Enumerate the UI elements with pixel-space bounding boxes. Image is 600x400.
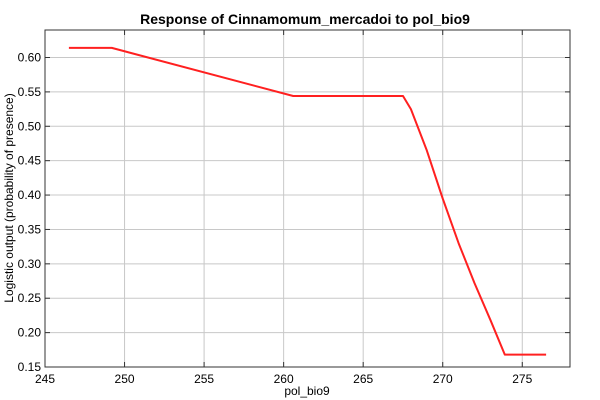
y-tick-label: 0.35	[18, 222, 42, 236]
grid-layer	[44, 30, 570, 368]
y-tick-label: 0.55	[18, 85, 42, 99]
y-axis-label: Logistic output (probability of presence…	[2, 93, 16, 302]
y-tick-label: 0.45	[18, 154, 42, 168]
x-tick-label: 275	[512, 372, 532, 386]
response-curve	[68, 46, 547, 356]
tick-layer: 245 250 255 260 265 270 275 0.15 0.20 0.25 0.30 0.3…	[18, 30, 570, 386]
y-tick-label: 0.60	[18, 51, 42, 65]
chart-title: Response of Cinnamomum_mercadoi to pol_b…	[140, 11, 470, 27]
x-tick-label: 260	[274, 372, 294, 386]
y-tick-label: 0.50	[18, 119, 42, 133]
y-tick-label: 0.20	[18, 326, 42, 340]
x-tick-label: 250	[115, 372, 135, 386]
series-layer	[68, 46, 547, 356]
plot-frame	[44, 29, 571, 368]
y-tick-label: 0.25	[18, 291, 42, 305]
y-tick-label: 0.15	[18, 360, 42, 374]
y-tick-label: 0.40	[18, 188, 42, 202]
x-tick-label: 265	[353, 372, 373, 386]
x-tick-label: 245	[35, 372, 55, 386]
y-tick-label: 0.30	[18, 257, 42, 271]
x-tick-label: 270	[433, 372, 453, 386]
x-axis-label: pol_bio9	[284, 384, 330, 398]
x-tick-label: 255	[194, 372, 214, 386]
